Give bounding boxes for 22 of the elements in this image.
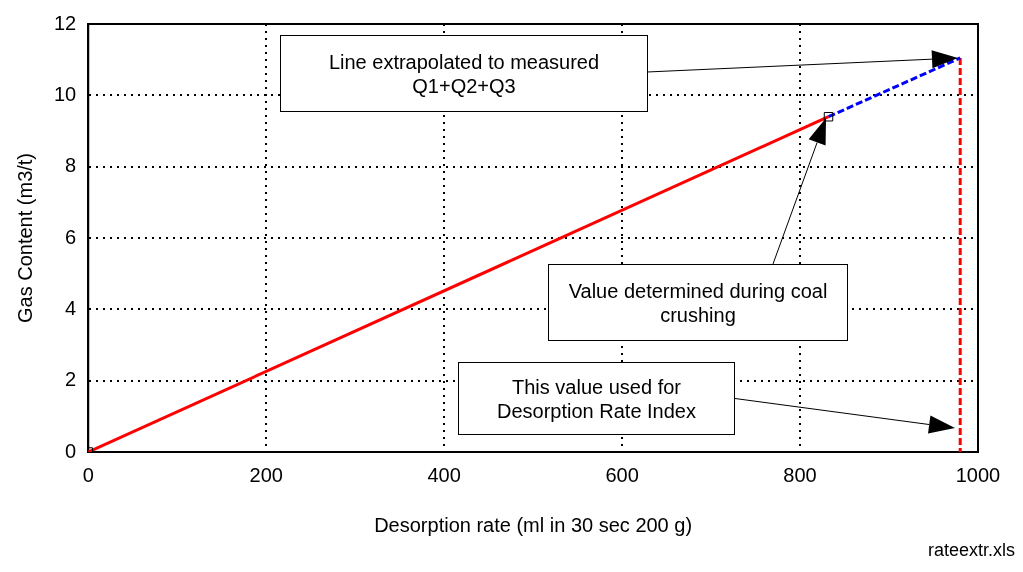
- y-tick-label: 6: [65, 225, 77, 248]
- y-axis-title: Gas Content (m3/t): [13, 152, 36, 324]
- y-tick-label: 0: [65, 439, 77, 462]
- annotation: Line extrapolated to measured Q1+Q2+Q3: [327, 49, 601, 98]
- y-tick-label: 4: [65, 296, 77, 319]
- y-tick-label: 12: [54, 11, 77, 34]
- x-tick-label: 600: [605, 463, 639, 486]
- y-tick-label: 2: [65, 368, 77, 391]
- annotation: Value determined during coal crushing: [567, 278, 829, 327]
- text-box: This value used for Desorption Rate Index: [458, 362, 735, 435]
- x-tick-label: 800: [783, 463, 817, 486]
- y-tick-label: 8: [65, 154, 77, 177]
- x-tick-label: 0: [82, 463, 94, 486]
- x-tick-label: 400: [427, 463, 461, 486]
- text: rateextr.xls: [927, 540, 1015, 561]
- annotation: This value used for Desorption Rate Index: [496, 374, 697, 423]
- text-box: Value determined during coal crushing: [548, 264, 848, 341]
- x-tick-label: 200: [249, 463, 283, 486]
- x-tick-label: 1000: [955, 463, 1001, 486]
- x-axis-title: Desorption rate (ml in 30 sec 200 g): [374, 513, 693, 536]
- text-box: Line extrapolated to measured Q1+Q2+Q3: [280, 35, 648, 112]
- y-tick-label: 10: [54, 82, 77, 105]
